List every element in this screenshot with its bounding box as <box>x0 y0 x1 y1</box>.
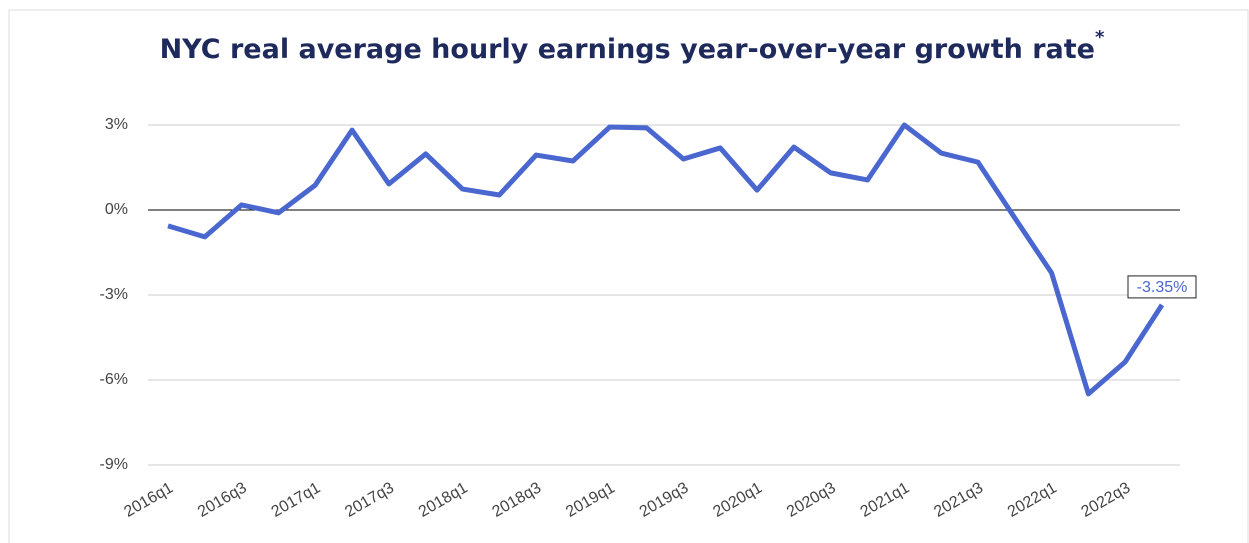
x-tick-label: 2019q3 <box>637 479 692 520</box>
x-tick-label: 2018q3 <box>490 479 545 520</box>
y-tick-label: 3% <box>105 116 128 133</box>
series-line <box>167 122 1165 397</box>
x-tick-label: 2020q1 <box>710 479 765 520</box>
value-label: -3.35% <box>1137 279 1188 296</box>
chart-title: NYC real average hourly earnings year-ov… <box>160 27 1105 65</box>
chart-frame <box>8 9 1249 543</box>
y-tick-label: -6% <box>100 371 128 388</box>
y-tick-label: -9% <box>100 456 128 473</box>
y-tick-label: 0% <box>105 201 128 218</box>
x-tick-label: 2016q1 <box>121 479 176 520</box>
x-tick-label: 2016q3 <box>195 479 250 520</box>
x-tick-label: 2021q1 <box>858 479 913 520</box>
x-tick-label: 2022q1 <box>1005 479 1060 520</box>
x-tick-label: 2019q1 <box>563 479 618 520</box>
x-tick-label: 2022q3 <box>1079 479 1134 520</box>
value-label-box <box>1127 275 1197 299</box>
x-tick-label: 2021q3 <box>931 479 986 520</box>
x-tick-label: 2017q3 <box>342 479 397 520</box>
title-text: NYC real average hourly earnings year-ov… <box>160 34 1095 65</box>
x-tick-label: 2018q1 <box>416 479 471 520</box>
x-tick-label: 2020q3 <box>784 479 839 520</box>
y-tick-label: -3% <box>100 286 128 303</box>
x-tick-label: 2017q1 <box>269 479 324 520</box>
title-mark: * <box>1095 27 1105 48</box>
